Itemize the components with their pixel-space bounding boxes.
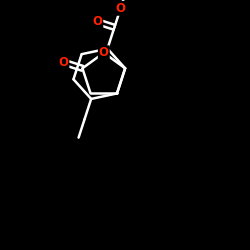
Text: O: O — [92, 15, 102, 28]
Text: O: O — [116, 2, 126, 15]
Text: O: O — [58, 56, 68, 69]
Text: O: O — [99, 46, 109, 59]
